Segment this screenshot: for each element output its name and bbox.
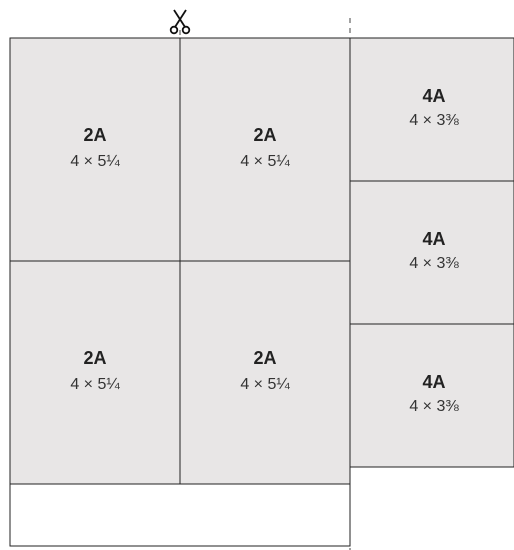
piece-code-label: 2A: [83, 125, 106, 145]
piece-4a-bottom: [349, 323, 514, 468]
piece-2a-bottom-right: [179, 260, 351, 485]
piece-code-label: 4A: [422, 229, 445, 249]
piece-4a-top: [349, 37, 514, 182]
piece-size-label: 4 × 3⅜: [409, 112, 459, 129]
piece-code-label: 2A: [253, 125, 276, 145]
piece-2a-top-left: [9, 37, 181, 262]
piece-size-label: 4 × 5¼: [240, 153, 290, 170]
piece-size-label: 4 × 5¼: [70, 376, 120, 393]
piece-code-label: 2A: [253, 348, 276, 368]
piece-code-label: 4A: [422, 372, 445, 392]
piece-code-label: 2A: [83, 348, 106, 368]
piece-2a-bottom-left: [9, 260, 181, 485]
piece-code-label: 4A: [422, 86, 445, 106]
piece-size-label: 4 × 5¼: [240, 376, 290, 393]
piece-4a-middle: [349, 180, 514, 325]
piece-size-label: 4 × 3⅜: [409, 255, 459, 272]
piece-size-label: 4 × 3⅜: [409, 398, 459, 415]
piece-2a-top-right: [179, 37, 351, 262]
piece-size-label: 4 × 5¼: [70, 153, 120, 170]
scissors-icon: [169, 9, 191, 35]
